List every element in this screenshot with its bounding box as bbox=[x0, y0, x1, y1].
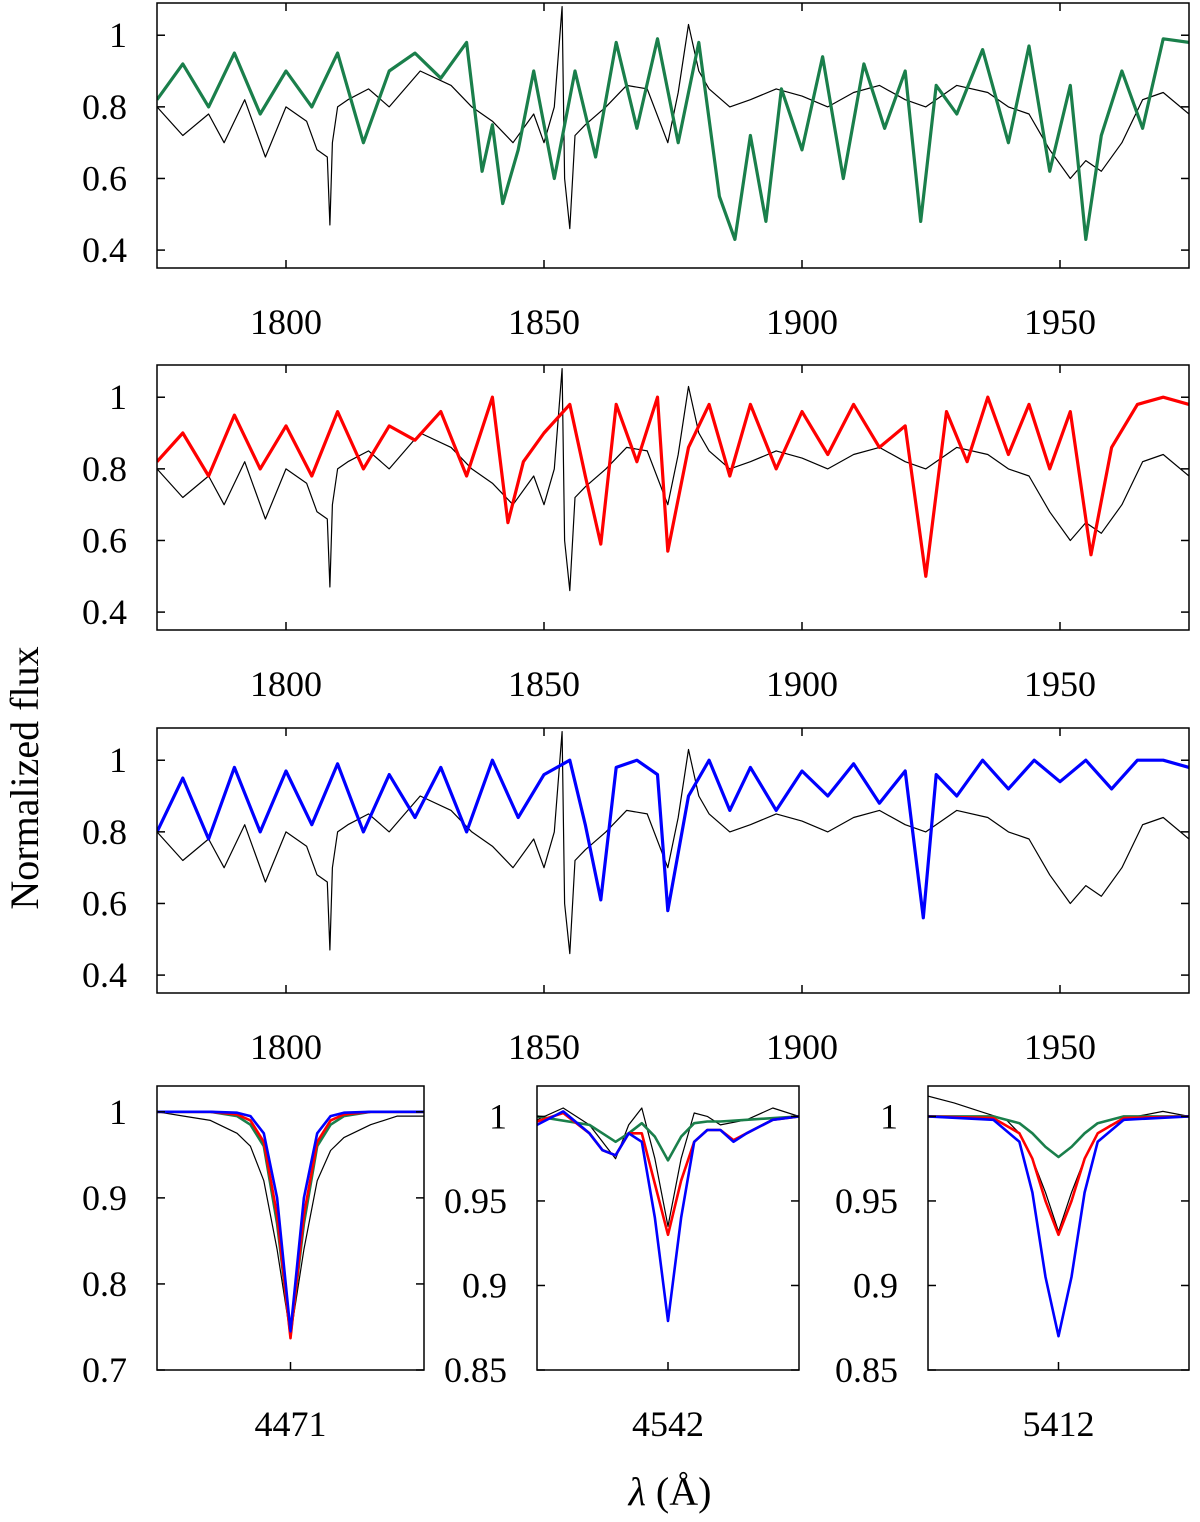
panel-line-5412-label: 5412 bbox=[1023, 1404, 1095, 1444]
panel-top-xtick-label: 1900 bbox=[766, 302, 838, 342]
panel-line-4542-observed-line bbox=[537, 1107, 799, 1227]
panel-line-5412-frame bbox=[927, 1085, 1190, 1371]
panel-line-4471-ytick-label: 0.8 bbox=[82, 1264, 127, 1304]
panels: 0.4 0.6 0.8 1 1800 1850 1900 1950 0.4 0.6 0.8 1 1800… bbox=[82, 2, 1190, 1444]
panel-line-4471-model-green-line bbox=[157, 1110, 424, 1337]
panel-second-ytick-label: 0.8 bbox=[82, 449, 127, 489]
panel-line-4542-ytick-label: 1 bbox=[489, 1096, 507, 1136]
panel-second-xtick-label: 1950 bbox=[1024, 664, 1096, 704]
panel-line-4471-ytick-label: 0.9 bbox=[82, 1178, 127, 1218]
panel-second-xtick-label: 1900 bbox=[766, 664, 838, 704]
panel-top-series bbox=[157, 6, 1189, 241]
panel-second-xtick-label: 1850 bbox=[508, 664, 580, 704]
y-axis-label: Normalized flux bbox=[2, 646, 47, 909]
panel-line-4471-model-red-line bbox=[157, 1110, 424, 1340]
panel-third-series bbox=[157, 731, 1189, 955]
panel-line-4542-label: 4542 bbox=[632, 1404, 704, 1444]
panel-third-ytick-label: 0.4 bbox=[82, 955, 127, 995]
panel-third-xtick-label: 1800 bbox=[250, 1027, 322, 1067]
panel-third-xtick-label: 1900 bbox=[766, 1027, 838, 1067]
panel-second-xtick-label: 1800 bbox=[250, 664, 322, 704]
panel-second-model-line bbox=[157, 395, 1189, 578]
panel-third-observed-line bbox=[157, 731, 1189, 955]
panel-top-xtick-label: 1850 bbox=[508, 302, 580, 342]
panel-line-4471-series bbox=[157, 1110, 424, 1340]
panel-line-4542-ytick-label: 0.95 bbox=[444, 1181, 507, 1221]
panel-top-ytick-label: 0.4 bbox=[82, 230, 127, 270]
panel-line-4542-model-blue-line bbox=[537, 1110, 799, 1323]
panel-second-series bbox=[157, 368, 1189, 592]
panel-line-4471-label: 4471 bbox=[255, 1404, 327, 1444]
panel-line-4471: 0.7 0.8 0.9 1 4471 bbox=[82, 1085, 425, 1444]
panel-line-4542-model-green-line bbox=[537, 1115, 799, 1162]
panel-top-ytick-label: 0.8 bbox=[82, 87, 127, 127]
panel-third-frame bbox=[156, 727, 1190, 994]
x-axis-label: λ (Å) bbox=[628, 1469, 712, 1514]
panel-line-5412-ytick-label: 0.9 bbox=[853, 1265, 898, 1305]
panel-second-ytick-label: 0.4 bbox=[82, 592, 127, 632]
panel-second-frame bbox=[156, 364, 1190, 631]
panel-top-xtick-label: 1950 bbox=[1024, 302, 1096, 342]
panel-line-5412-model-blue-line bbox=[928, 1115, 1189, 1338]
panel-top-ytick-label: 1 bbox=[109, 15, 127, 55]
panel-line-4542-series bbox=[537, 1107, 799, 1323]
panel-line-5412-ytick-label: 1 bbox=[880, 1096, 898, 1136]
x-axis-label-lambda: λ bbox=[628, 1469, 646, 1514]
panel-line-4542-frame bbox=[536, 1085, 800, 1371]
panel-line-4471-ytick-label: 1 bbox=[109, 1092, 127, 1132]
panel-third-ytick-label: 1 bbox=[109, 740, 127, 780]
panel-top-model-line bbox=[157, 37, 1189, 241]
panel-line-5412-series bbox=[928, 1095, 1189, 1338]
panel-line-4471-observed-line bbox=[157, 1111, 424, 1337]
panel-second-ytick-label: 0.6 bbox=[82, 520, 127, 560]
panel-line-4471-ytick-label: 0.7 bbox=[82, 1350, 127, 1390]
panel-top-ytick-label: 0.6 bbox=[82, 158, 127, 198]
panel-third: 0.4 0.6 0.8 1 1800 1850 1900 1950 bbox=[82, 727, 1190, 1067]
panel-third-xtick-label: 1950 bbox=[1024, 1027, 1096, 1067]
panel-third-ytick-label: 0.6 bbox=[82, 883, 127, 923]
panel-third-ytick-label: 0.8 bbox=[82, 812, 127, 852]
panel-top: 0.4 0.6 0.8 1 1800 1850 1900 1950 bbox=[82, 2, 1190, 342]
panel-second: 0.4 0.6 0.8 1 1800 1850 1900 1950 bbox=[82, 364, 1190, 704]
panel-line-5412: 0.85 0.9 0.95 1 5412 bbox=[835, 1085, 1190, 1444]
panel-third-model-line bbox=[157, 758, 1189, 920]
panel-line-4471-model-blue-line bbox=[157, 1110, 424, 1333]
panel-line-4542-ytick-label: 0.9 bbox=[462, 1265, 507, 1305]
x-axis-label-unit: (Å) bbox=[646, 1469, 712, 1514]
panel-line-4542-model-red-line bbox=[537, 1111, 799, 1237]
panel-second-ytick-label: 1 bbox=[109, 377, 127, 417]
panel-top-xtick-label: 1800 bbox=[250, 302, 322, 342]
panel-line-5412-model-green-line bbox=[928, 1115, 1189, 1159]
panel-line-5412-ytick-label: 0.85 bbox=[835, 1350, 898, 1390]
panel-line-5412-model-red-line bbox=[928, 1115, 1189, 1237]
panel-second-observed-line bbox=[157, 368, 1189, 592]
panel-line-4542: 0.85 0.9 0.95 1 4542 bbox=[444, 1085, 800, 1444]
panel-third-xtick-label: 1850 bbox=[508, 1027, 580, 1067]
panel-top-frame bbox=[156, 2, 1190, 269]
panel-line-4542-ytick-label: 0.85 bbox=[444, 1350, 507, 1390]
panel-line-5412-ytick-label: 0.95 bbox=[835, 1181, 898, 1221]
